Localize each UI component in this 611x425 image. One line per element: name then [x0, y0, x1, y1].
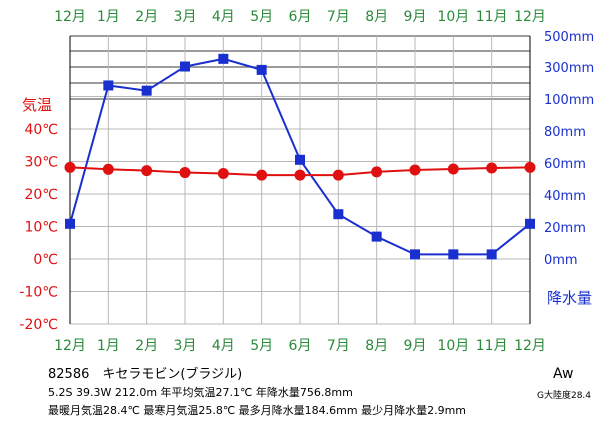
precipitation-point [333, 209, 344, 220]
month-label-top: 1月 [97, 9, 120, 25]
temperature-point [524, 161, 536, 173]
temperature-point [486, 162, 498, 174]
temperature-point [371, 166, 383, 178]
month-label-top: 4月 [212, 9, 235, 25]
temperature-point [409, 164, 421, 176]
temperature-tick: 20℃ [24, 187, 58, 203]
month-label-top: 6月 [289, 9, 312, 25]
precipitation-point [410, 249, 420, 260]
month-label-top: 8月 [365, 9, 388, 25]
month-label-top: 5月 [250, 9, 273, 25]
top-month-labels: 12月 1月 2月 3月 4月 5月 6月 7月 8月 9月 10月 11月 12月 [54, 9, 546, 25]
month-label-bottom: 10月 [437, 338, 469, 354]
temperature-point [102, 163, 114, 175]
month-label-top: 12月 [54, 9, 86, 25]
month-label-top: 11月 [476, 9, 508, 25]
month-label-top: 10月 [437, 9, 469, 25]
climate-class: Aw [553, 366, 574, 382]
temperature-point [256, 169, 268, 181]
month-label-bottom: 5月 [250, 338, 273, 354]
precipitation-point [525, 218, 535, 229]
temperature-point [447, 163, 459, 175]
precipitation-axis-title: 降水量 [547, 289, 592, 307]
temperature-tick: -10℃ [19, 285, 58, 301]
month-label-top: 2月 [135, 9, 158, 25]
temperature-series [64, 161, 536, 181]
precipitation-tick: 500mm [544, 30, 594, 45]
station-name: 82586 キセラモビン(ブラジル) [48, 367, 243, 382]
precipitation-tick: 60mm [544, 157, 586, 172]
month-label-top: 12月 [514, 9, 546, 25]
temperature-point [217, 168, 229, 180]
station-extremes-line: 最暖月気温28.4℃ 最寒月気温25.8℃ 最多月降水量184.6mm 最少月降… [48, 404, 467, 417]
precipitation-point [371, 231, 382, 242]
temperature-axis-title: 気温 [22, 96, 52, 114]
precipitation-tick: 80mm [544, 125, 586, 140]
month-label-bottom: 8月 [365, 338, 388, 354]
precipitation-point [103, 80, 114, 91]
temperature-point [141, 165, 153, 177]
bottom-month-labels: 12月 1月 2月 3月 4月 5月 6月 7月 8月 9月 10月 11月 12月 [54, 338, 546, 354]
precipitation-tick: 40mm [544, 189, 586, 204]
precipitation-point [180, 61, 190, 72]
temperature-point [179, 167, 191, 179]
temperature-tick: 40℃ [24, 122, 58, 138]
month-label-top: 7月 [327, 9, 350, 25]
month-label-bottom: 12月 [54, 338, 86, 354]
precipitation-point [448, 249, 459, 260]
precipitation-tick: 0mm [544, 253, 578, 268]
precipitation-tick: 100mm [544, 93, 594, 108]
temperature-point [64, 161, 76, 173]
precipitation-tick: 20mm [544, 221, 586, 236]
precipitation-tick: 300mm [544, 61, 594, 76]
month-label-top: 3月 [174, 9, 197, 25]
month-label-bottom: 12月 [514, 338, 546, 354]
precipitation-series [65, 53, 535, 260]
temperature-tick: 0℃ [33, 252, 58, 268]
month-label-bottom: 11月 [476, 338, 508, 354]
precipitation-point [218, 53, 229, 64]
month-label-bottom: 6月 [289, 338, 312, 354]
month-label-top: 9月 [404, 9, 427, 25]
precipitation-point [141, 85, 152, 96]
station-summary-line: 5.2S 39.3W 212.0m 年平均気温27.1℃ 年降水量756.8mm [48, 386, 353, 399]
temperature-tick-labels: 40℃ 30℃ 20℃ 10℃ 0℃ -10℃ -20℃ [19, 122, 58, 333]
precipitation-point [256, 64, 267, 75]
temperature-tick: -20℃ [19, 317, 58, 333]
month-label-bottom: 4月 [212, 338, 235, 354]
precipitation-point [295, 154, 305, 165]
temperature-tick: 30℃ [24, 155, 58, 171]
precipitation-point [486, 249, 497, 260]
month-label-bottom: 1月 [97, 338, 120, 354]
month-label-bottom: 2月 [135, 338, 158, 354]
temperature-tick: 10℃ [24, 220, 58, 236]
temperature-point [294, 169, 306, 181]
continentality-note: G大陸度28.4 [537, 391, 592, 401]
month-label-bottom: 3月 [174, 338, 197, 354]
precipitation-tick-labels: 500mm 300mm 100mm 80mm 60mm 40mm 20mm 0mm [544, 30, 594, 268]
precipitation-point [65, 218, 75, 229]
temperature-point [332, 169, 344, 181]
chart-grid [69, 35, 531, 325]
month-label-bottom: 7月 [327, 338, 350, 354]
month-label-bottom: 9月 [404, 338, 427, 354]
